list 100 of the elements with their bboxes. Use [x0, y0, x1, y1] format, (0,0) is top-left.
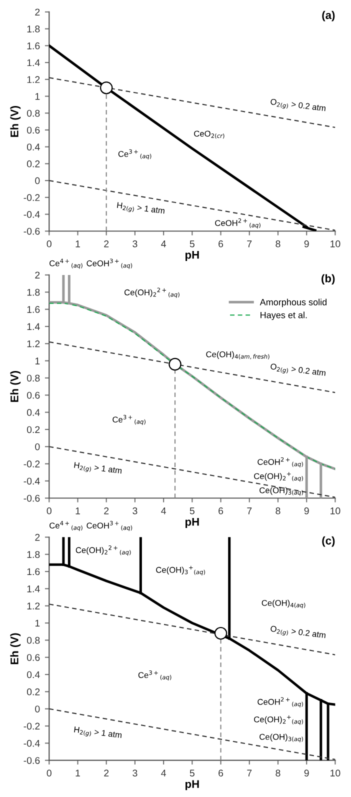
annotation: CeOH$^{2+}$$_{(aq)}$: [258, 457, 303, 468]
text: CeOH$^{3+}$$_{(aq)}$: [86, 258, 132, 269]
annotation: CeOH$^{2+}$$_{(aq)}$: [215, 218, 260, 228]
y-tick-label: 0.2: [26, 688, 40, 696]
x-tick-label: 10: [330, 770, 340, 777]
y-tick-label: 1: [35, 358, 40, 364]
y-tick-label: 1.8: [27, 26, 40, 32]
annotation: CeOH$^{2+}$$_{(aq)}$: [258, 697, 303, 708]
x-tick-label: 2: [104, 770, 109, 776]
x-tick-label: 9: [304, 507, 309, 514]
legend-label: Hayes et al.: [260, 312, 307, 320]
y-tick-label: 0: [35, 177, 40, 184]
y-tick-label: 1.4: [27, 586, 40, 592]
annotation: Ce(OH)$_{4(am,fresh)}$: [206, 351, 270, 360]
x-tick-label: 0: [46, 507, 52, 514]
y-tick-label: 0.8: [26, 110, 40, 117]
y-tick-label: 1: [35, 93, 40, 100]
x-axis-title: pH: [186, 518, 199, 528]
x-tick-label: 1: [76, 240, 80, 248]
x-axis-title: pH: [186, 780, 199, 790]
y-tick-label: 1.4: [27, 323, 40, 330]
y-tick-label: -0.4: [24, 211, 40, 218]
annotation: Ce$^{3+}$$_{(aq)}$: [138, 670, 172, 681]
y-tick-label: 0.6: [26, 392, 40, 399]
x-tick-label: 9: [304, 240, 309, 248]
x-tick-label: 7: [247, 508, 252, 514]
annotation: Ce(OH)$_{2}$$^{2+}$$_{(aq)}$: [124, 288, 180, 298]
x-tick-label: 6: [218, 507, 224, 514]
y-tick-label: 1.6: [27, 42, 40, 50]
annotation: Ce(OH)$_{4(aq)}$: [262, 600, 306, 608]
text: Ce$^{4+}$$_{(aq)}$: [50, 258, 82, 269]
text: CeOH$^{3+}$$_{(aq)}$: [86, 520, 132, 532]
annotation: H$_{2(g)}$ > 1 atm: [116, 202, 165, 216]
y-tick-label: 0.2: [26, 426, 40, 434]
y-tick-label: 1.8: [27, 288, 40, 296]
annotation: Ce$^{3+}$$_{(aq)}$: [112, 414, 146, 426]
x-tick-label: 4: [161, 508, 166, 514]
y-tick-label: 1: [35, 620, 40, 627]
y-tick-label: 0: [35, 443, 40, 450]
y-tick-label: -0.2: [24, 194, 40, 202]
chart-title: (b): [322, 274, 335, 285]
x-tick-label: 1: [76, 770, 80, 776]
x-tick-label: 8: [276, 507, 280, 514]
y-tick-label: 2: [35, 8, 40, 16]
chart-title: (c): [322, 536, 335, 547]
y-axis-title: Eh (V): [10, 106, 21, 137]
y-tick-label: 1.2: [27, 602, 40, 610]
annotation: O$_{2(g)}$ > 0.2 atm: [270, 363, 326, 378]
y-tick-label: -0.4: [24, 478, 40, 485]
x-tick-label: 4: [161, 240, 166, 248]
x-tick-label: 4: [161, 770, 166, 776]
annotation: Ce(OH)$_{3}$$^{+}$$_{(aq)}$: [156, 566, 206, 576]
y-tick-label: 0.4: [26, 144, 40, 150]
x-tick-label: 0: [46, 240, 52, 248]
legend-label: Amorphous solid: [260, 298, 326, 308]
y-tick-label: 0.8: [26, 636, 40, 644]
annotation: H$_{2(g)}$ > 1 atm: [74, 726, 122, 741]
x-tick-label: 0: [46, 770, 52, 777]
x-axis-title: pH: [186, 251, 199, 261]
y-tick-label: -0.6: [24, 228, 40, 235]
x-tick-label: 6: [218, 770, 224, 777]
annotation: H$_{2(g)}$ > 1 atm: [74, 462, 122, 476]
y-tick-label: 1.2: [27, 340, 40, 348]
y-tick-label: 2: [35, 534, 40, 541]
annotation: O$_{2(g)}$ > 0.2 atm: [270, 626, 326, 641]
x-tick-label: 1: [76, 508, 80, 514]
chart-title: (a): [322, 10, 335, 22]
y-tick-label: 2: [35, 272, 40, 278]
x-tick-label: 5: [190, 240, 194, 248]
y-axis-title: Eh (V): [10, 371, 21, 402]
y-axis-title: Eh (V): [10, 633, 21, 664]
x-tick-label: 9: [304, 770, 309, 777]
y-tick-label: 0.8: [26, 374, 40, 382]
y-tick-label: 1.6: [27, 306, 40, 313]
text: Ce$^{4+}$$_{(aq)}$: [50, 520, 82, 531]
y-tick-label: -0.2: [24, 722, 40, 730]
y-tick-label: 0.2: [26, 160, 40, 168]
x-tick-label: 2: [104, 507, 109, 514]
y-tick-label: 0.6: [26, 126, 40, 134]
y-tick-label: -0.2: [24, 460, 40, 468]
annotation: Ce(OH)$_{2}$$^{2+}$$_{(aq)}$: [76, 545, 131, 556]
y-tick-label: 1.8: [27, 551, 40, 558]
annotation: CeO$_{2(cr)}$: [194, 130, 224, 139]
x-tick-label: 7: [247, 240, 252, 248]
y-tick-label: 0.4: [26, 409, 40, 416]
y-tick-label: 1.4: [27, 59, 40, 66]
x-tick-label: 10: [330, 240, 340, 248]
annotation: Ce(OH)$_{2}$$^{+}$$_{(aq)}$: [254, 472, 303, 482]
y-tick-label: 0.6: [26, 654, 40, 661]
y-tick-label: -0.6: [24, 757, 40, 764]
y-tick-label: 0: [35, 706, 40, 712]
y-tick-label: 1.2: [27, 76, 40, 83]
y-tick-label: -0.4: [24, 740, 40, 747]
x-tick-label: 10: [330, 507, 340, 514]
annotation: Ce(OH)$_{3(aq)}$: [260, 734, 303, 742]
x-tick-label: 5: [190, 508, 194, 514]
x-tick-label: 5: [190, 770, 194, 777]
annotation: Ce(OH)$_{2}$$^{+}$$_{(aq)}$: [254, 715, 303, 725]
x-tick-label: 8: [276, 240, 280, 248]
x-tick-label: 3: [132, 240, 138, 248]
